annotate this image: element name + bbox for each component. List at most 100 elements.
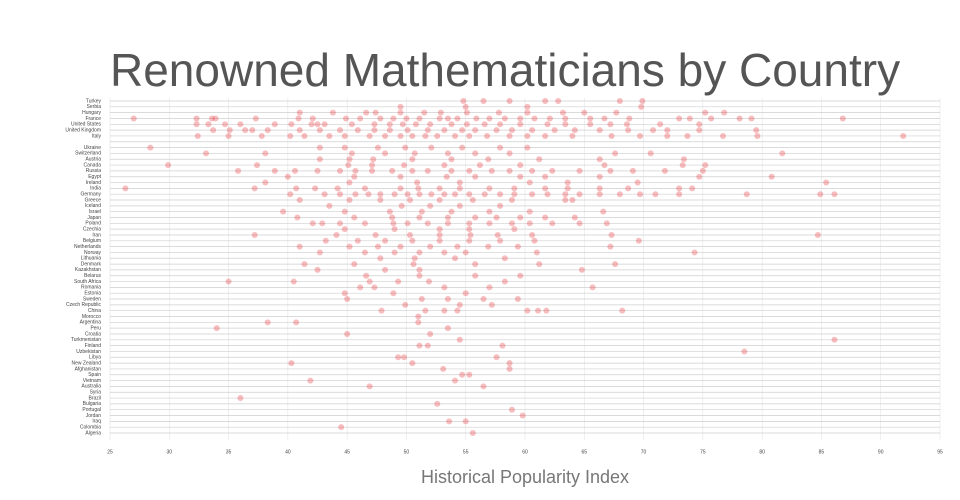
point (301, 132, 308, 139)
point (444, 115, 451, 122)
point (409, 360, 416, 367)
point (314, 167, 321, 174)
y-tick-label: Australia (82, 384, 102, 390)
point (357, 115, 364, 122)
point (314, 121, 321, 128)
point (386, 121, 393, 128)
point (208, 115, 215, 122)
point (165, 162, 172, 169)
y-tick-label: Austria (85, 157, 101, 163)
point (596, 173, 603, 180)
point (434, 132, 441, 139)
y-tick-label: Croatia (85, 331, 101, 337)
point (529, 231, 536, 238)
point (831, 336, 838, 343)
y-tick-label: Iraq (92, 419, 101, 425)
point (501, 115, 508, 122)
x-tick-label: 40 (285, 449, 291, 455)
y-tick-label: Ireland (86, 180, 102, 186)
point (391, 226, 398, 233)
point (508, 406, 515, 413)
point (365, 191, 372, 198)
point (213, 325, 220, 332)
point (287, 132, 294, 139)
point (664, 127, 671, 134)
point (122, 185, 129, 192)
point (264, 127, 271, 134)
point (506, 360, 513, 367)
y-tick-label: India (90, 186, 101, 192)
y-tick-label: United Kingdom (65, 127, 101, 133)
point (676, 185, 683, 192)
point (603, 220, 610, 227)
point (427, 330, 434, 337)
point (271, 121, 278, 128)
point (652, 191, 659, 198)
point (517, 214, 524, 221)
point (341, 132, 348, 139)
point (542, 98, 549, 104)
y-tick-label: Portugal (82, 407, 101, 413)
point (288, 121, 295, 128)
point (397, 132, 404, 139)
point (551, 127, 558, 134)
point (290, 278, 297, 285)
point (284, 173, 291, 180)
point (754, 132, 761, 139)
point (466, 191, 473, 198)
y-tick-label: Lithuania (81, 256, 102, 262)
point (596, 127, 603, 134)
point (463, 121, 470, 128)
point (382, 150, 389, 157)
point (374, 243, 381, 250)
point (472, 150, 479, 157)
point (562, 121, 569, 128)
point (480, 383, 487, 390)
point (514, 243, 521, 250)
point (424, 342, 431, 349)
point (386, 127, 393, 134)
point (472, 214, 479, 221)
point (254, 162, 261, 169)
point (409, 237, 416, 244)
point (403, 115, 410, 122)
point (416, 214, 423, 221)
point (676, 115, 683, 122)
point (329, 109, 336, 116)
point (377, 197, 384, 204)
point (497, 191, 504, 198)
point (237, 121, 244, 128)
point (316, 156, 323, 163)
point (287, 191, 294, 198)
point (708, 115, 715, 122)
point (571, 214, 578, 221)
point (511, 191, 518, 198)
point (637, 132, 644, 139)
point (616, 191, 623, 198)
x-tick-label: 65 (582, 449, 588, 455)
point (264, 319, 271, 326)
point (309, 220, 316, 227)
point (346, 179, 353, 186)
y-tick-label: Czech Republic (66, 302, 102, 308)
y-tick-label: China (88, 308, 101, 314)
point (416, 115, 423, 122)
point (488, 167, 495, 174)
point (301, 261, 308, 268)
point (779, 150, 786, 157)
point (576, 191, 583, 198)
point (390, 290, 397, 297)
point (307, 377, 314, 384)
point (472, 173, 479, 180)
point (486, 115, 493, 122)
point (587, 121, 594, 128)
point (702, 109, 709, 116)
point (398, 202, 405, 209)
point (397, 109, 404, 116)
point (296, 127, 303, 134)
point (296, 243, 303, 250)
y-tick-label: Romania (81, 285, 101, 291)
point (555, 98, 562, 104)
point (258, 132, 265, 139)
